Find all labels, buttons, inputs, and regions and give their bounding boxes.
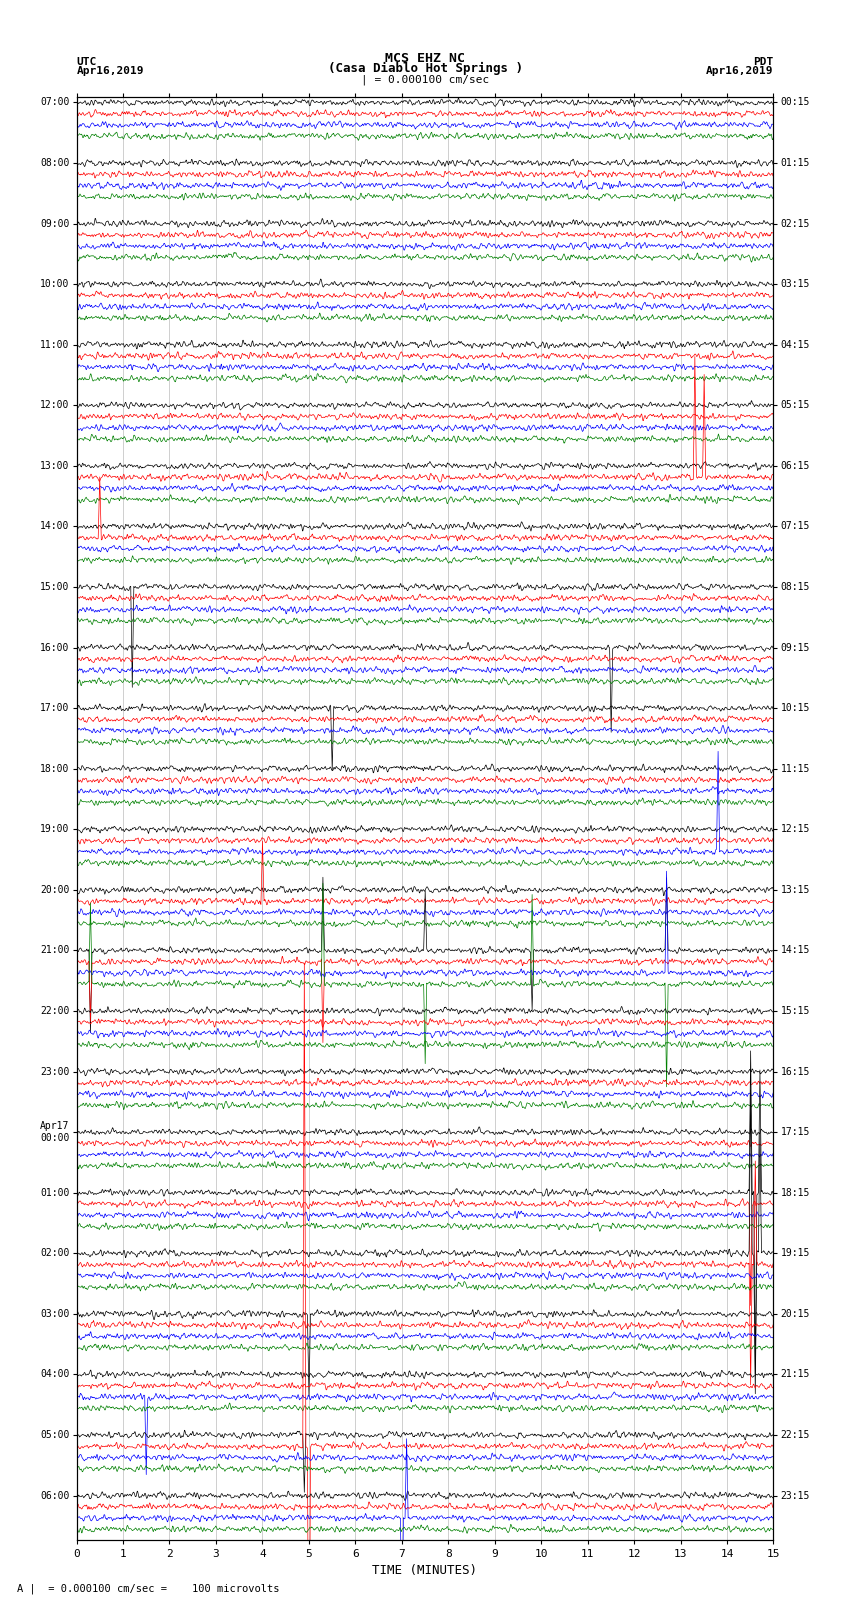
Text: (Casa Diablo Hot Springs ): (Casa Diablo Hot Springs ) bbox=[327, 61, 523, 76]
Text: PDT: PDT bbox=[753, 56, 774, 66]
X-axis label: TIME (MINUTES): TIME (MINUTES) bbox=[372, 1563, 478, 1576]
Text: | = 0.000100 cm/sec: | = 0.000100 cm/sec bbox=[361, 74, 489, 84]
Text: Apr16,2019: Apr16,2019 bbox=[706, 66, 774, 76]
Text: A |  = 0.000100 cm/sec =    100 microvolts: A | = 0.000100 cm/sec = 100 microvolts bbox=[17, 1582, 280, 1594]
Text: UTC: UTC bbox=[76, 56, 97, 66]
Text: Apr16,2019: Apr16,2019 bbox=[76, 66, 144, 76]
Text: MCS EHZ NC: MCS EHZ NC bbox=[385, 52, 465, 65]
